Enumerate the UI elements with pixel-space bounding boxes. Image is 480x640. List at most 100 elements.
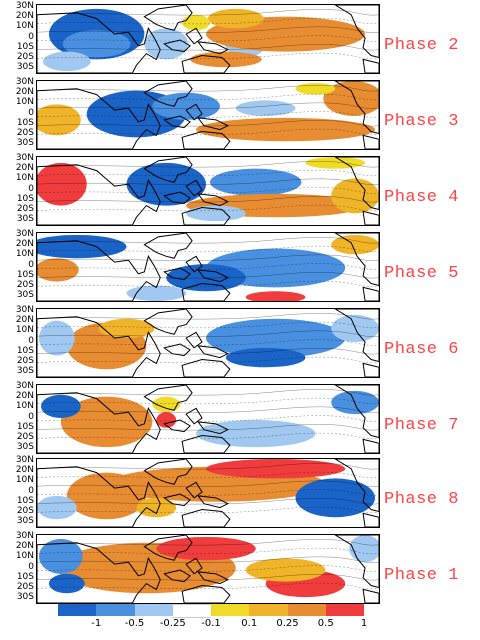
anomaly-region (37, 162, 87, 206)
latitude-label: 30N (15, 77, 34, 87)
contour-line (37, 169, 379, 177)
latitude-label: 10S (16, 571, 34, 582)
latitude-label: 20S (16, 432, 34, 442)
coastline (334, 81, 379, 134)
latitude-label: 30N (15, 229, 34, 239)
latitude-label: 30S (16, 442, 34, 453)
anomaly-region (126, 285, 187, 301)
contour-line (37, 111, 379, 118)
colorbar-tick-label: 0.5 (317, 618, 334, 629)
anomaly-region (295, 82, 336, 95)
contour-line (37, 128, 379, 136)
coastline (37, 392, 161, 453)
contour-line (37, 161, 379, 168)
latitude-label: 10S (16, 345, 34, 356)
contour-line (37, 389, 379, 396)
anomaly-region (156, 536, 256, 561)
contour-line (37, 348, 379, 355)
latitude-label: 20N (15, 87, 34, 98)
coastline (185, 331, 203, 349)
coastline (196, 269, 229, 283)
coastline (362, 58, 379, 73)
latitude-label: 10N (15, 21, 34, 32)
latitude-label: 30S (16, 290, 34, 301)
latitude-label: 30N (15, 381, 34, 391)
coastline (37, 466, 161, 527)
latitude-label: 20N (15, 239, 34, 250)
anomaly-region (331, 390, 379, 415)
latitude-label: 30N (15, 531, 34, 541)
coastline (196, 117, 229, 131)
anomaly-region (48, 573, 85, 594)
colorbar-swatch (287, 604, 326, 616)
phase-label: Phase 6 (384, 340, 459, 359)
map-panel (36, 384, 380, 454)
coastline (143, 459, 193, 485)
anomaly-region (323, 81, 379, 116)
latitude-label: 20S (16, 204, 34, 214)
coastline (143, 81, 193, 107)
latitude-label: 20S (16, 506, 34, 516)
contour-line (37, 102, 379, 109)
latitude-label: 20N (15, 163, 34, 174)
coastline (143, 157, 193, 183)
map-panel (36, 232, 380, 302)
latitude-label: 20N (15, 465, 34, 476)
anomaly-region (40, 394, 81, 419)
anomaly-region (196, 117, 376, 142)
coastline (163, 569, 191, 583)
contour-line (37, 17, 379, 25)
coastline (362, 362, 379, 377)
contour-line (37, 245, 379, 253)
anomaly-region (196, 419, 316, 448)
anomaly-map (37, 157, 379, 225)
anomaly-region (182, 14, 210, 31)
latitude-label: 0 (28, 335, 34, 346)
contour-line (37, 272, 379, 279)
anomaly-region (305, 157, 366, 169)
latitude-label: 20N (15, 541, 34, 552)
coastline (334, 157, 379, 210)
latitude-label: 10N (15, 551, 34, 562)
anomaly-region (37, 234, 127, 259)
coastline (163, 115, 191, 129)
phase-label: Phase 4 (384, 188, 459, 207)
contour-line (37, 178, 379, 185)
contour-line (37, 204, 379, 212)
latitude-label: 30N (15, 153, 34, 163)
colorbar-swatch (134, 604, 173, 616)
phase-label: Phase 3 (384, 112, 459, 131)
coastline (163, 267, 191, 281)
anomaly-region (235, 100, 296, 116)
anomaly-region (245, 558, 326, 582)
colorbar-tick-label: 0.1 (241, 618, 258, 629)
anomaly-map (37, 535, 379, 603)
phase-label: Phase 1 (384, 566, 459, 585)
latitude-label: 30S (16, 62, 34, 73)
map-panel (36, 458, 380, 528)
latitude-label: 10S (16, 41, 34, 52)
latitude-label: 10N (15, 97, 34, 108)
coastline (196, 571, 229, 585)
contour-line (37, 9, 379, 16)
map-panel (36, 156, 380, 226)
coastline (362, 438, 379, 453)
contour-line (37, 330, 379, 337)
coastline (181, 359, 231, 377)
coastline (362, 286, 379, 301)
contour-line (37, 480, 379, 487)
phase-label: Phase 5 (384, 264, 459, 283)
contour-line (37, 556, 379, 563)
colorbar-swatch (211, 604, 250, 616)
colorbar (58, 604, 364, 618)
coastline (185, 557, 203, 575)
colorbar-tick-label: 1 (360, 618, 368, 629)
latitude-label: 20N (15, 315, 34, 326)
contour-line (37, 406, 379, 413)
latitude-label: 30S (16, 516, 34, 527)
coastline (185, 179, 203, 197)
latitude-label: 30S (16, 214, 34, 225)
latitude-label: 30S (16, 366, 34, 377)
coastline (185, 481, 203, 499)
contour-line (37, 120, 379, 127)
